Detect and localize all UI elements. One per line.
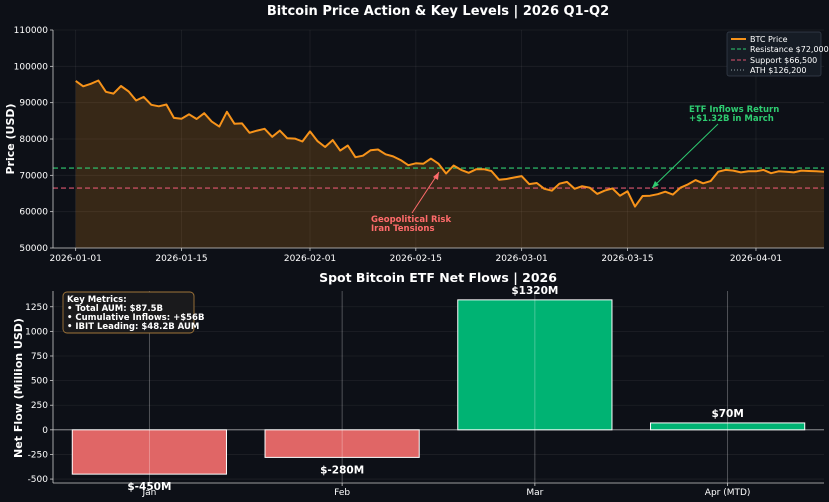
price-plot-area	[53, 30, 824, 248]
price-y-axis-label: Price (USD)	[4, 103, 17, 174]
legend-btc-label: BTC Price	[750, 35, 788, 44]
geo-annotation-line-1: Geopolitical Risk	[371, 215, 451, 225]
geo-annotation-arrow	[411, 171, 440, 214]
etf-annotation-line-1: ETF Inflows Return	[689, 105, 779, 115]
price-y-tick-label: 110000	[14, 26, 49, 36]
etf-value-label: $70M	[711, 408, 743, 420]
etf-y-tick-label: 1250	[25, 303, 48, 313]
etf-x-tick-label: Mar	[526, 488, 543, 498]
etf-x-ticks: Jan Feb Mar Apr (MTD)	[141, 483, 750, 498]
etf-bars	[71, 299, 806, 475]
etf-y-tick-label: 0	[42, 426, 48, 436]
btc-price-line	[75, 79, 825, 208]
etf-value-labels: $-450M $-280M $1320M $70M	[127, 285, 743, 493]
geopolitical-annotation: Geopolitical Risk Iran Tensions	[371, 171, 451, 234]
etf-x-tick-label: Apr (MTD)	[705, 488, 751, 498]
price-x-tick-label: 2026-03-01	[495, 254, 547, 264]
key-metrics-background	[62, 291, 195, 334]
etf-flows-chart: Spot Bitcoin ETF Net Flows | 2026 -500 -2…	[12, 270, 824, 498]
price-x-tick-label: 2026-02-15	[390, 254, 442, 264]
etf-y-tick-label: 750	[31, 352, 48, 362]
etf-y-tick-label: 250	[31, 401, 48, 411]
price-x-tick-label: 2026-04-01	[730, 254, 782, 264]
price-y-tick-label: 90000	[19, 99, 48, 109]
etf-x-tick-label: Jan	[141, 488, 156, 498]
etf-annotation-arrowhead	[652, 181, 659, 188]
price-y-tick-label: 50000	[19, 244, 48, 254]
price-legend: BTC Price Resistance $72,000 Support $66…	[726, 31, 829, 77]
price-x-tick-label: 2026-02-01	[284, 254, 336, 264]
etf-value-label: $1320M	[511, 285, 558, 297]
etf-y-tick-label: 500	[31, 377, 48, 387]
etf-y-tick-label: 1000	[25, 327, 48, 337]
etf-bar-feb	[264, 429, 420, 458]
legend-ath-label: ATH $126,200	[750, 66, 806, 75]
price-chart-title: Bitcoin Price Action & Key Levels | 2026…	[267, 4, 609, 19]
key-metrics-ibit: • IBIT Leading: $48.2B AUM	[67, 322, 199, 332]
etf-y-ticks: -500 -250 0 250 500 750 1000 1250	[25, 303, 53, 485]
price-y-tick-label: 70000	[19, 171, 48, 181]
key-metrics-aum: • Total AUM: $87.5B	[67, 304, 163, 314]
etf-y-tick-label: -500	[28, 475, 49, 485]
price-y-tick-label: 60000	[19, 208, 48, 218]
etf-bar-jan	[71, 429, 227, 475]
price-x-tick-label: 2026-01-01	[50, 254, 102, 264]
price-y-ticks: 50000 60000 70000 80000 90000 100000 110000	[14, 26, 53, 254]
etf-bar-mar	[457, 299, 613, 431]
price-area-fill	[75, 80, 824, 248]
geo-annotation-line-2: Iran Tensions	[371, 224, 435, 234]
geo-annotation-arrowhead	[433, 172, 439, 180]
etf-annotation-line-2: +$1.32B in March	[689, 114, 774, 124]
etf-bar-apr-mtd	[650, 422, 806, 431]
price-y-tick-label: 100000	[14, 62, 49, 72]
price-x-tick-label: 2026-03-15	[601, 254, 653, 264]
key-metrics-title: Key Metrics:	[67, 295, 127, 305]
legend-support-label: Support $66,500	[750, 56, 817, 65]
etf-annotation-arrow	[651, 123, 719, 189]
etf-x-tick-label: Feb	[334, 488, 350, 498]
legend-resistance-label: Resistance $72,000	[750, 45, 829, 54]
legend-box	[726, 31, 822, 77]
price-x-tick-label: 2026-01-15	[155, 254, 207, 264]
price-y-tick-label: 80000	[19, 135, 48, 145]
price-chart: Bitcoin Price Action & Key Levels | 2026…	[4, 4, 829, 264]
price-x-ticks: 2026-01-01 2026-01-15 2026-02-01 2026-02-15…	[50, 248, 782, 264]
etf-value-label: $-280M	[320, 464, 364, 476]
key-metrics-box: Key Metrics: • Total AUM: $87.5B • Cumul…	[62, 291, 204, 334]
etf-chart-title: Spot Bitcoin ETF Net Flows | 2026	[319, 270, 557, 285]
etf-value-label: $-450M	[127, 481, 171, 493]
etf-y-tick-label: -250	[28, 450, 49, 460]
etf-y-axis-label: Net Flow (Million USD)	[12, 318, 25, 458]
etf-inflows-annotation: ETF Inflows Return +$1.32B in March	[651, 105, 779, 189]
key-metrics-inflows: • Cumulative Inflows: +$56B	[67, 313, 204, 323]
